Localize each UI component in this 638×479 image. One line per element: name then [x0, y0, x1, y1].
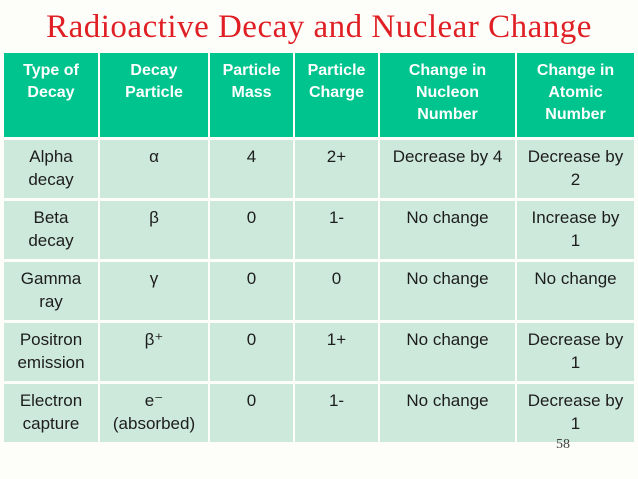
cell-type-of-decay: Gamma ray [4, 262, 98, 320]
cell-particle-mass: 4 [210, 140, 293, 198]
col-header-change-in-atomic-number: Change in Atomic Number [517, 53, 634, 137]
cell-atomic-change: Increase by 1 [517, 201, 634, 259]
cell-particle-mass: 0 [210, 384, 293, 442]
cell-decay-particle: e⁻ (absorbed) [100, 384, 208, 442]
cell-atomic-change: Decrease by 2 [517, 140, 634, 198]
table-row-beta-decay: Beta decay β 0 1- No change Increase by … [4, 201, 634, 259]
cell-nucleon-change: No change [380, 262, 515, 320]
cell-atomic-change: Decrease by 1 [517, 384, 634, 442]
cell-type-of-decay: Alpha decay [4, 140, 98, 198]
col-header-particle-charge: Particle Charge [295, 53, 378, 137]
col-header-change-in-nucleon-number: Change in Nucleon Number [380, 53, 515, 137]
cell-nucleon-change: No change [380, 323, 515, 381]
cell-particle-mass: 0 [210, 323, 293, 381]
col-header-type-of-decay: Type of Decay [4, 53, 98, 137]
cell-particle-charge: 1+ [295, 323, 378, 381]
table-row-positron-emission: Positron emission β⁺ 0 1+ No change Decr… [4, 323, 634, 381]
cell-decay-particle: β⁺ [100, 323, 208, 381]
cell-type-of-decay: Beta decay [4, 201, 98, 259]
cell-nucleon-change: Decrease by 4 [380, 140, 515, 198]
col-header-decay-particle: Decay Particle [100, 53, 208, 137]
cell-decay-particle: β [100, 201, 208, 259]
table-header-row: Type of Decay Decay Particle Particle Ma… [4, 53, 634, 137]
cell-particle-mass: 0 [210, 262, 293, 320]
cell-nucleon-change: No change [380, 384, 515, 442]
decay-table: Type of Decay Decay Particle Particle Ma… [2, 50, 636, 445]
table-row-gamma-ray: Gamma ray γ 0 0 No change No change [4, 262, 634, 320]
cell-decay-particle: γ [100, 262, 208, 320]
cell-particle-mass: 0 [210, 201, 293, 259]
slide-title: Radioactive Decay and Nuclear Change [46, 9, 592, 45]
page-number: 58 [556, 437, 570, 452]
cell-type-of-decay: Positron emission [4, 323, 98, 381]
cell-particle-charge: 1- [295, 384, 378, 442]
cell-particle-charge: 0 [295, 262, 378, 320]
cell-particle-charge: 2+ [295, 140, 378, 198]
cell-type-of-decay: Electron capture [4, 384, 98, 442]
cell-nucleon-change: No change [380, 201, 515, 259]
cell-decay-particle: α [100, 140, 208, 198]
cell-atomic-change: No change [517, 262, 634, 320]
table-row-alpha-decay: Alpha decay α 4 2+ Decrease by 4 Decreas… [4, 140, 634, 198]
table-row-electron-capture: Electron capture e⁻ (absorbed) 0 1- No c… [4, 384, 634, 442]
col-header-particle-mass: Particle Mass [210, 53, 293, 137]
cell-atomic-change: Decrease by 1 [517, 323, 634, 381]
cell-particle-charge: 1- [295, 201, 378, 259]
